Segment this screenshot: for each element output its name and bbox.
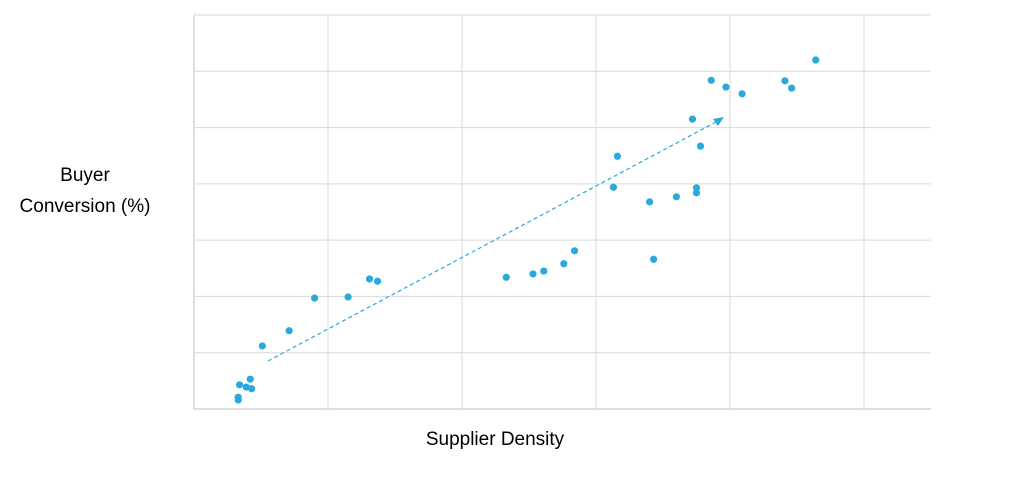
- point: [540, 267, 548, 275]
- point: [696, 142, 705, 150]
- point: [650, 255, 658, 263]
- trend-arrow: [713, 117, 724, 126]
- point: [365, 275, 374, 283]
- x-axis-label: Supplier Density: [425, 429, 565, 450]
- point: [609, 183, 618, 191]
- point: [788, 84, 796, 92]
- point: [646, 198, 654, 206]
- point: [672, 193, 681, 201]
- point: [812, 56, 820, 64]
- point: [502, 273, 510, 281]
- point: [692, 184, 701, 192]
- point: [258, 342, 266, 350]
- point: [692, 189, 701, 197]
- point: [311, 294, 319, 302]
- point: [234, 396, 242, 404]
- point: [613, 152, 622, 160]
- point: [246, 375, 254, 383]
- point: [738, 90, 746, 98]
- point: [781, 77, 789, 85]
- point: [688, 115, 697, 123]
- point: [707, 76, 715, 84]
- point: [722, 83, 730, 91]
- trend-line: [267, 121, 717, 362]
- point: [285, 327, 293, 335]
- point: [248, 385, 256, 393]
- point: [560, 260, 568, 268]
- point: [344, 293, 352, 301]
- point: [529, 270, 537, 278]
- point: [235, 381, 244, 389]
- y-axis-label: Buyer Conversion (%): [19, 165, 151, 217]
- point: [570, 247, 579, 255]
- point: [373, 277, 382, 285]
